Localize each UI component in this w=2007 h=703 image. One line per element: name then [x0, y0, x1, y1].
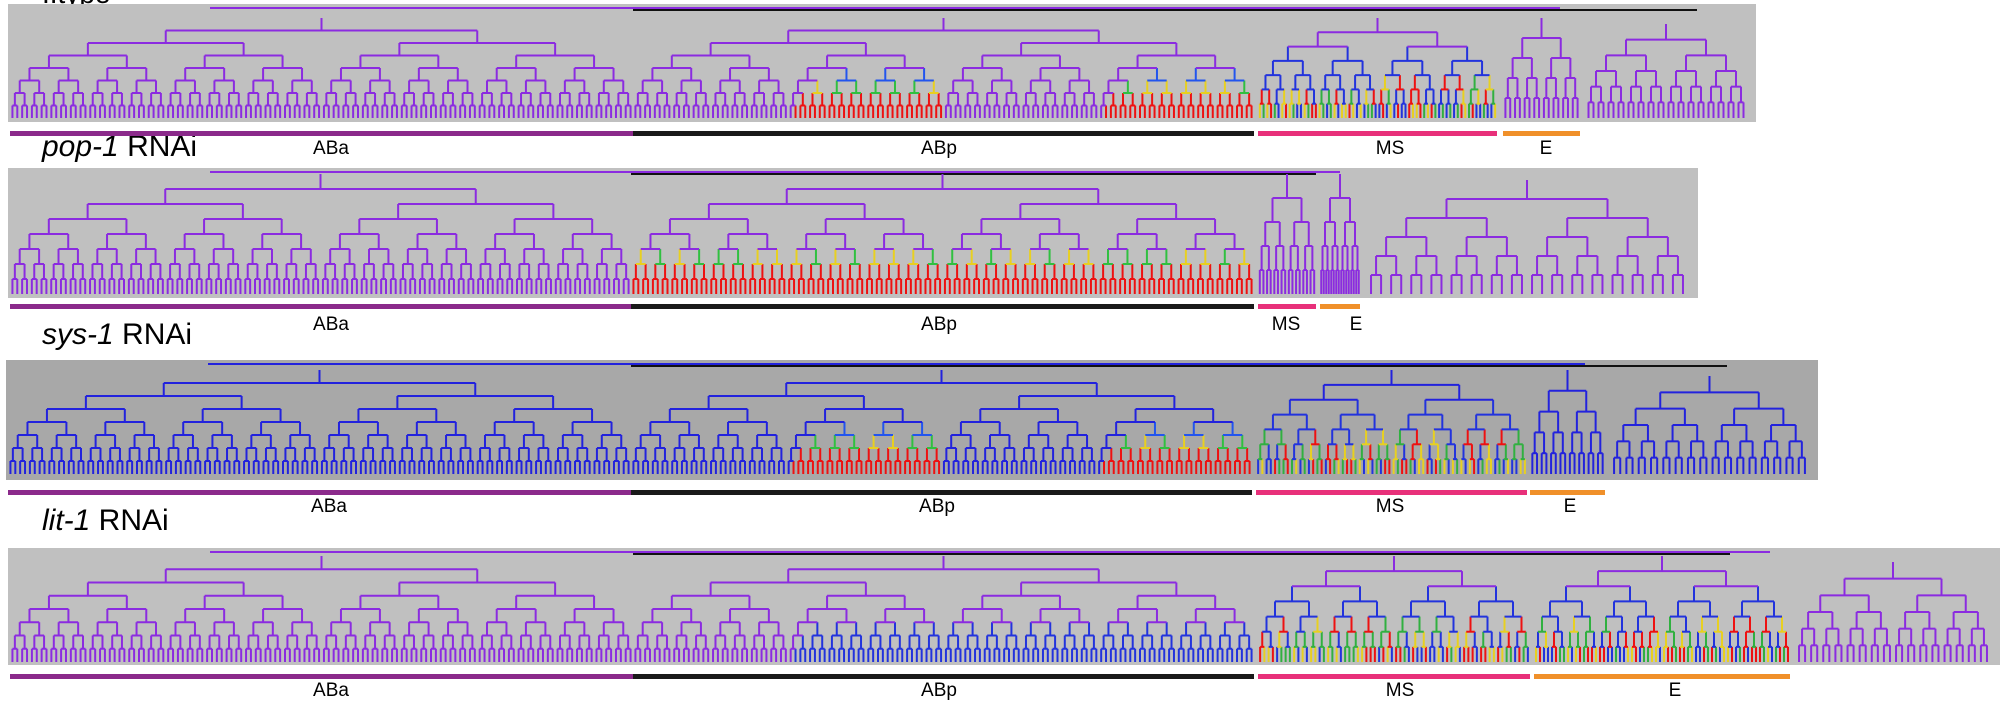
- lineage-bar-E: [1503, 131, 1580, 136]
- lineage-label-E: E: [1564, 496, 1577, 516]
- lineage-bar-E: [1534, 674, 1790, 679]
- lineage-tree-MS: [1258, 18, 1497, 118]
- lineage-panel-wild-type: ABa ABp MS E: [0, 0, 2007, 160]
- lineage-bar-E: [1320, 304, 1360, 309]
- lineage-tree-MS: [1257, 370, 1526, 474]
- lineage-label-MS: MS: [1376, 138, 1405, 159]
- lineage-tree-unlabeled: [1613, 376, 1806, 474]
- lineage-tree-ABa: [11, 18, 632, 118]
- panel-title-lit-1: lit-1 RNAi: [42, 504, 169, 538]
- lineage-tree-unlabeled: [1370, 180, 1684, 294]
- lineage-tree-E: [1504, 18, 1579, 118]
- lineage-bar-ABp: [633, 131, 1254, 136]
- lineage-bar-ABa: [10, 131, 633, 136]
- lineage-tree-E: [1320, 174, 1360, 294]
- lineage-bar-MS: [1258, 131, 1497, 136]
- panel-title-sys-1: sys-1 RNAi: [42, 318, 192, 352]
- lineage-tree-ABp: [634, 18, 1253, 118]
- lineage-tree-unlabeled: [1798, 562, 1988, 662]
- title-suffix: RNAi: [90, 504, 169, 537]
- lineage-tree-unlabeled: [1587, 24, 1745, 118]
- lineage-label-ABp: ABp: [919, 496, 955, 516]
- lineage-label-E: E: [1350, 314, 1363, 335]
- lineage-tree-E: [1531, 370, 1604, 474]
- lineage-tree-ABa: [11, 174, 630, 294]
- lineage-bar-MS: [1256, 490, 1527, 495]
- lineage-tree-MS: [1258, 174, 1316, 294]
- lineage-label-ABp: ABp: [921, 314, 957, 335]
- lineage-tree-MS: [1259, 556, 1529, 662]
- lineage-tree-ABa: [9, 370, 630, 474]
- lineage-label-ABa: ABa: [311, 496, 347, 516]
- lineage-tree-E: [1535, 556, 1789, 662]
- lineage-label-ABp: ABp: [921, 138, 957, 159]
- lineage-bar-ABp: [631, 490, 1252, 495]
- lineage-tree-sys-1: ABa ABp MS E: [6, 360, 1818, 516]
- lineage-bar-ABp: [631, 304, 1254, 309]
- lineage-tree-ABp: [632, 174, 1253, 294]
- lineage-label-MS: MS: [1376, 496, 1405, 516]
- lineage-label-ABa: ABa: [313, 138, 349, 159]
- lineage-bar-ABa: [10, 674, 633, 679]
- title-suffix: RNAi: [113, 318, 193, 351]
- lineage-bar-ABp: [633, 674, 1254, 679]
- lineage-bar-ABa: [8, 490, 631, 495]
- tree-background: [8, 168, 1698, 298]
- lineage-tree-ABp: [632, 370, 1251, 474]
- lineage-label-MS: MS: [1386, 680, 1415, 701]
- lineage-panel-sys-1: ABa ABp MS E: [0, 356, 2007, 516]
- lineage-label-E: E: [1669, 680, 1682, 701]
- lineage-label-ABa: ABa: [313, 314, 349, 335]
- lineage-panel-lit-1: ABa ABp MS E: [0, 543, 2007, 703]
- tree-background: [8, 4, 1756, 122]
- gene-name: sys-1: [42, 318, 114, 351]
- tree-background: [8, 548, 2000, 665]
- lineage-tree-lit-1: ABa ABp MS E: [8, 548, 2000, 701]
- lineage-panel-pop-1: ABa ABp MS E: [0, 166, 2007, 336]
- lineage-tree-ABp: [634, 556, 1253, 662]
- lineage-bar-E: [1530, 490, 1605, 495]
- lineage-bar-ABa: [10, 304, 631, 309]
- lineage-bar-MS: [1258, 304, 1316, 309]
- lineage-tree-pop-1: ABa ABp MS E: [8, 168, 1698, 335]
- lineage-bar-MS: [1258, 674, 1530, 679]
- lineage-label-MS: MS: [1272, 314, 1301, 335]
- lineage-label-E: E: [1540, 138, 1553, 159]
- lineage-tree-ABa: [11, 556, 632, 662]
- lineage-tree-wild-type: ABa ABp MS E: [8, 4, 1756, 159]
- lineage-label-ABp: ABp: [921, 680, 957, 701]
- lineage-label-ABa: ABa: [313, 680, 349, 701]
- gene-name: lit-1: [42, 504, 91, 537]
